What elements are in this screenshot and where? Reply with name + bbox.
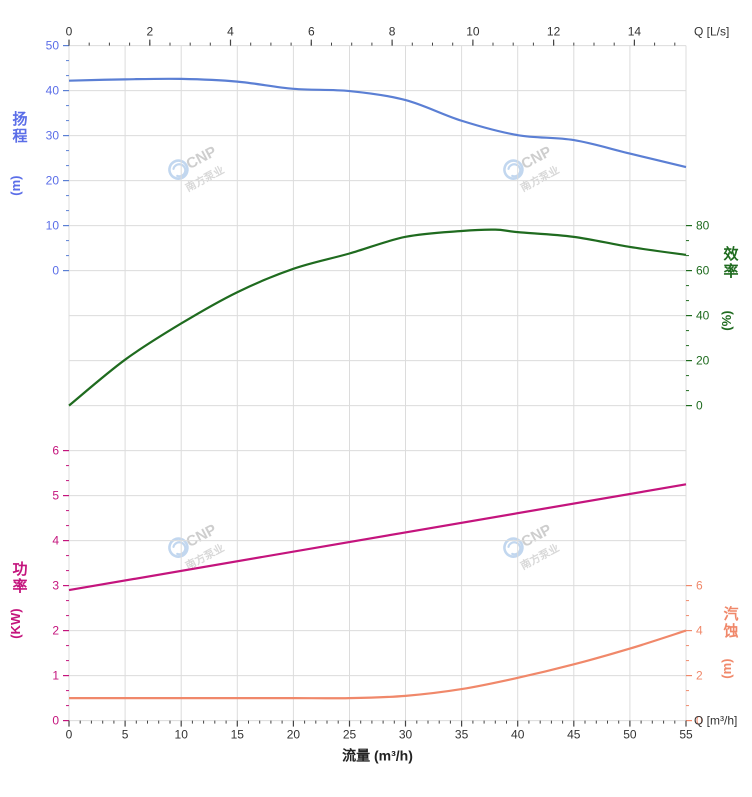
svg-text:(%): (%) bbox=[719, 310, 734, 330]
svg-text:(KW): (KW) bbox=[8, 608, 23, 638]
svg-text:0: 0 bbox=[52, 714, 59, 728]
svg-text:8: 8 bbox=[389, 25, 396, 39]
svg-text:50: 50 bbox=[623, 728, 637, 742]
svg-text:2: 2 bbox=[52, 624, 59, 638]
svg-text:率: 率 bbox=[12, 577, 27, 595]
svg-text:0: 0 bbox=[696, 399, 703, 413]
svg-text:程: 程 bbox=[12, 128, 27, 145]
svg-text:20: 20 bbox=[46, 174, 60, 188]
svg-text:2: 2 bbox=[696, 669, 703, 683]
svg-text:扬: 扬 bbox=[12, 110, 27, 128]
svg-text:30: 30 bbox=[399, 728, 413, 742]
svg-text:6: 6 bbox=[52, 444, 59, 458]
svg-text:0: 0 bbox=[66, 728, 73, 742]
svg-text:5: 5 bbox=[122, 728, 129, 742]
svg-text:40: 40 bbox=[46, 84, 60, 98]
svg-text:10: 10 bbox=[175, 728, 189, 742]
svg-text:14: 14 bbox=[628, 25, 642, 39]
svg-text:6: 6 bbox=[696, 579, 703, 593]
svg-text:4: 4 bbox=[52, 534, 59, 548]
svg-text:60: 60 bbox=[696, 264, 710, 278]
svg-text:4: 4 bbox=[696, 624, 703, 638]
svg-text:25: 25 bbox=[343, 728, 357, 742]
svg-text:40: 40 bbox=[511, 728, 525, 742]
svg-text:45: 45 bbox=[567, 728, 581, 742]
svg-text:50: 50 bbox=[46, 39, 60, 53]
svg-text:35: 35 bbox=[455, 728, 469, 742]
svg-text:蚀: 蚀 bbox=[722, 622, 738, 640]
svg-text:汽: 汽 bbox=[723, 605, 738, 623]
svg-text:流量 (m³/h): 流量 (m³/h) bbox=[342, 748, 413, 764]
svg-text:10: 10 bbox=[466, 25, 480, 39]
svg-text:4: 4 bbox=[227, 25, 234, 39]
svg-text:10: 10 bbox=[46, 219, 60, 233]
svg-text:Q [m³/h]: Q [m³/h] bbox=[694, 714, 737, 728]
svg-text:20: 20 bbox=[696, 354, 710, 368]
svg-text:12: 12 bbox=[547, 25, 561, 39]
svg-text:40: 40 bbox=[696, 309, 710, 323]
svg-text:功: 功 bbox=[12, 561, 27, 578]
svg-text:0: 0 bbox=[52, 264, 59, 278]
svg-text:5: 5 bbox=[52, 489, 59, 503]
svg-text:2: 2 bbox=[146, 25, 153, 39]
svg-text:0: 0 bbox=[66, 25, 73, 39]
svg-text:20: 20 bbox=[287, 728, 301, 742]
svg-text:(m): (m) bbox=[719, 658, 734, 678]
svg-text:Q [L/s]: Q [L/s] bbox=[694, 25, 729, 39]
svg-text:15: 15 bbox=[231, 728, 245, 742]
svg-text:(m): (m) bbox=[8, 175, 23, 195]
svg-text:率: 率 bbox=[723, 262, 738, 280]
svg-text:3: 3 bbox=[52, 579, 59, 593]
svg-text:80: 80 bbox=[696, 219, 710, 233]
svg-text:1: 1 bbox=[52, 669, 59, 683]
svg-text:55: 55 bbox=[679, 728, 693, 742]
svg-text:6: 6 bbox=[308, 25, 315, 39]
svg-text:30: 30 bbox=[46, 129, 60, 143]
svg-text:效: 效 bbox=[723, 245, 739, 263]
